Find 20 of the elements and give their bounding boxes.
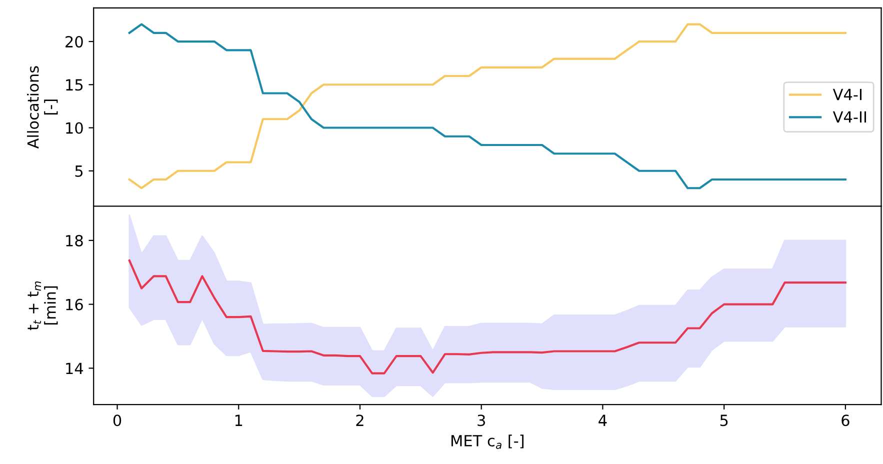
x-tick-label: 6 xyxy=(842,414,850,426)
x-tick-label: 3 xyxy=(478,414,485,426)
y-tick-label: 10 xyxy=(66,122,83,134)
y-axis-title: Allocations [-] xyxy=(26,66,58,149)
line-series xyxy=(128,260,846,374)
y-tick-label: 5 xyxy=(75,166,83,177)
x-tick-label: 0 xyxy=(113,414,122,426)
legend-label: V4-I xyxy=(832,88,862,100)
y-tick-label: 14 xyxy=(66,362,84,374)
y-tick-label: 16 xyxy=(66,298,83,310)
y-axis-title: t$_{t}$ + t$_{m}$ [min] xyxy=(28,281,58,330)
x-tick-label: 2 xyxy=(356,414,364,426)
legend-label: V4-II xyxy=(832,111,866,122)
x-tick-label: 5 xyxy=(720,414,728,426)
x-axis-title: MET c$_{a}$ [-] xyxy=(451,434,524,449)
x-tick-label: 1 xyxy=(235,414,242,426)
y-tick-label: 15 xyxy=(66,79,83,91)
x-tick-label: 4 xyxy=(598,414,607,426)
y-tick-label: 20 xyxy=(66,36,83,48)
y-tick-label: 18 xyxy=(66,234,83,246)
